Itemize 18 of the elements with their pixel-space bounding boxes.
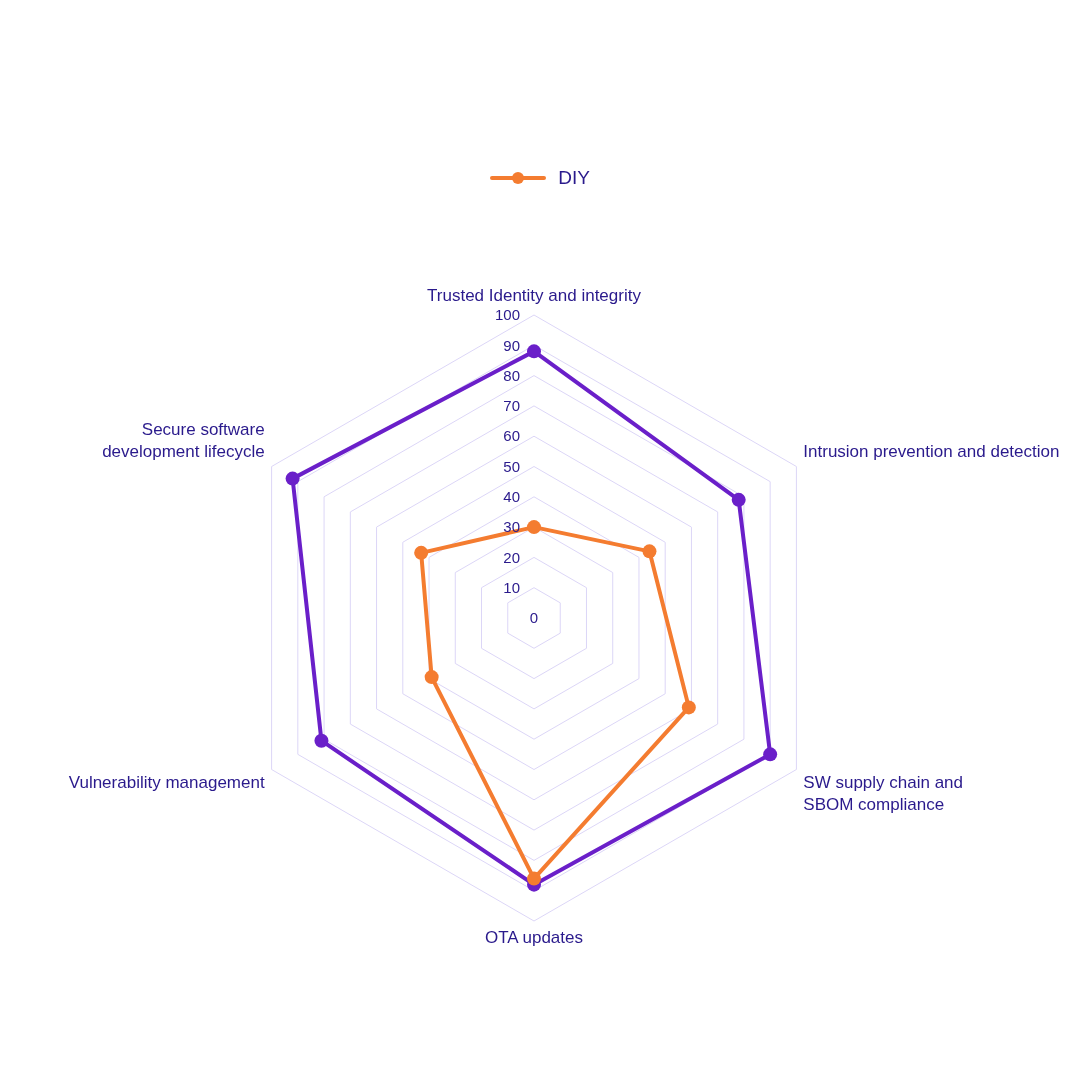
spoke-label: OTA updates xyxy=(485,928,583,947)
spoke-label: SW supply chain and SBOM compliance xyxy=(803,772,964,814)
y-tick-label: 80 xyxy=(503,366,520,384)
spoke-label: Vulnerability management xyxy=(68,772,265,792)
y-tick-label: 60 xyxy=(503,427,520,445)
y-tick-label: 90 xyxy=(503,336,520,354)
spoke-label: Intrusion prevention and detection xyxy=(803,441,1060,461)
spoke-label: Trusted Identity and integrity xyxy=(427,286,642,305)
y-tick-label: 40 xyxy=(503,488,520,506)
y-tick-label: 0 xyxy=(529,609,539,627)
legend-label: DIY xyxy=(557,167,590,189)
y-tick-label: 70 xyxy=(503,397,520,415)
y-tick-label: 50 xyxy=(503,457,520,475)
y-tick-label: 30 xyxy=(503,518,520,536)
y-tick-label: 100 xyxy=(494,306,520,324)
spoke-label: Secure software development lifecycle xyxy=(102,419,265,461)
y-tick-label: 20 xyxy=(503,548,520,566)
y-tick-label: 10 xyxy=(503,578,520,596)
